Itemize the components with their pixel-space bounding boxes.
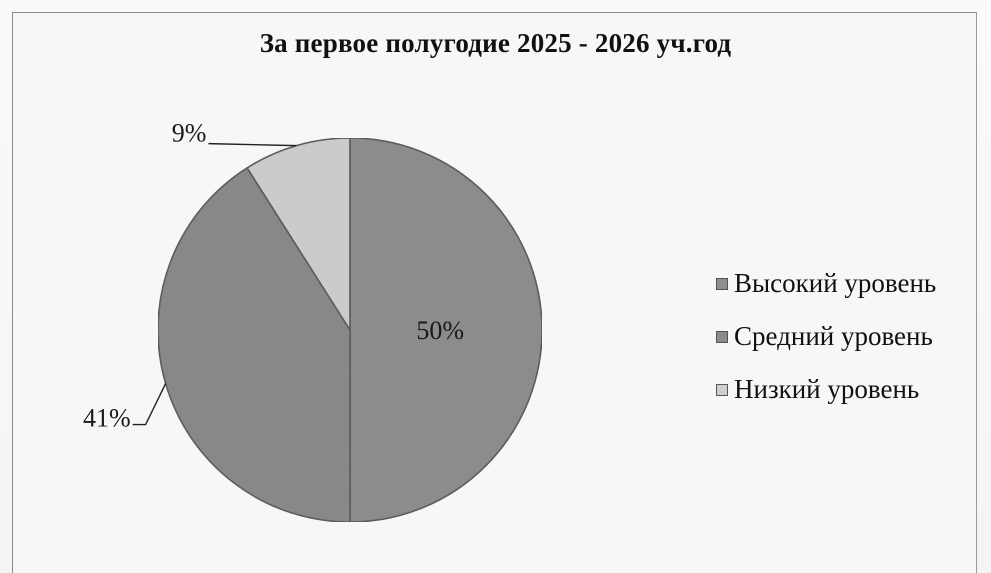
- legend-item-medium: Средний уровень: [716, 310, 936, 363]
- data-label-high: 50%: [416, 316, 464, 345]
- data-label-medium: 41%: [83, 404, 131, 433]
- legend-label-medium: Средний уровень: [734, 321, 933, 351]
- legend-label-low: Низкий уровень: [734, 374, 920, 404]
- legend-swatch-medium: [716, 330, 728, 343]
- data-label-low: 9%: [172, 119, 207, 148]
- legend-swatch-low: [716, 383, 728, 396]
- pie-slice-medium: [157, 166, 351, 523]
- legend-swatch-high: [716, 277, 728, 290]
- pie-slice-high: [349, 137, 543, 523]
- legend: Высокий уровень Средний уровень Низкий у…: [716, 257, 936, 416]
- leader-line-medium: [132, 383, 167, 426]
- legend-item-high: Высокий уровень: [716, 257, 936, 310]
- legend-item-low: Низкий уровень: [716, 363, 936, 416]
- leader-line-low: [208, 142, 297, 147]
- legend-label-high: Высокий уровень: [734, 268, 937, 298]
- chart-title: За первое полугодие 2025 - 2026 уч.год: [259, 28, 732, 58]
